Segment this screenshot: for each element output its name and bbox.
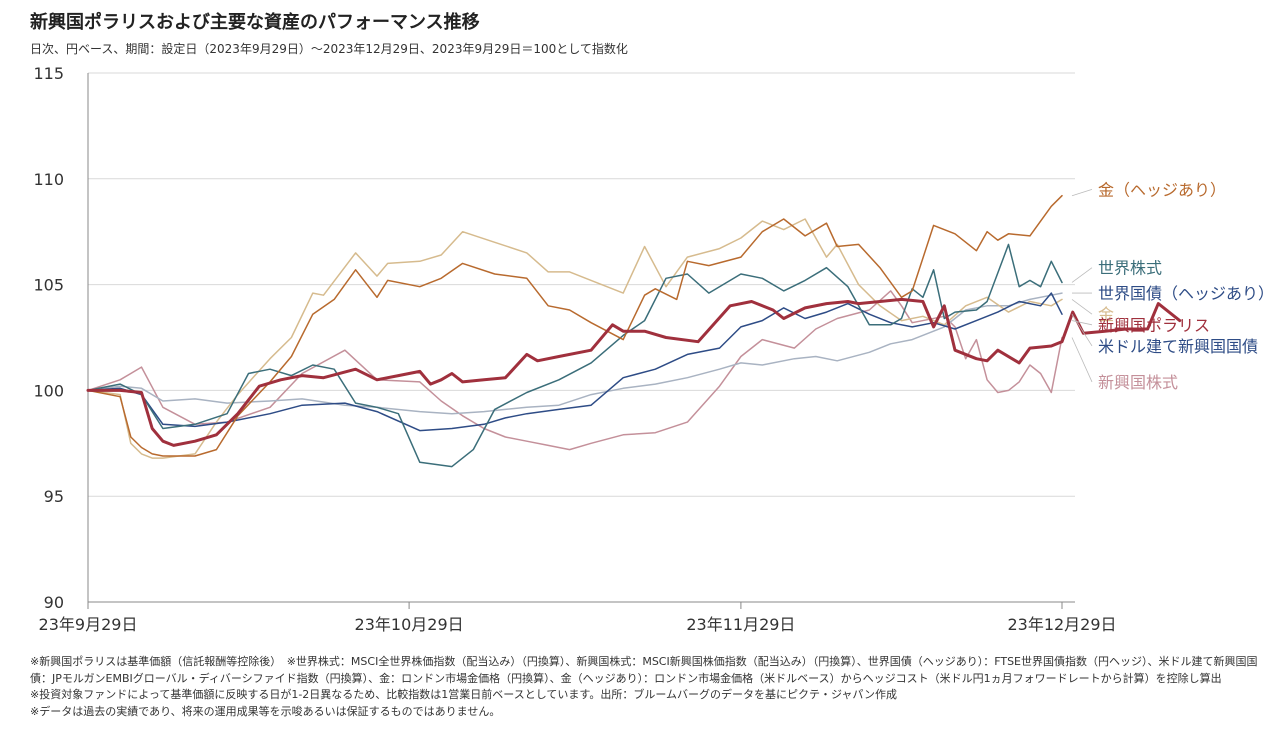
footnote-1: ※新興国ポラリスは基準価額（信託報酬等控除後） ※世界株式：MSCI全世界株価指…: [30, 655, 1258, 685]
grid-lines: [88, 72, 1075, 497]
y-tick-label-95: 95: [44, 487, 64, 506]
line-chart: 90 95 100 105 110 115 23年9月29日 23年10月29日 23年11月…: [33, 64, 1274, 634]
leader-line-3: [1071, 299, 1093, 315]
series-label-1: 世界株式: [1098, 259, 1162, 278]
series-label-6: 新興国株式: [1098, 373, 1178, 392]
leader-line-4: [1071, 320, 1093, 326]
footnote-2: ※投資対象ファンドによって基準価額に反映する日が1-2日異なるため、比較指数は1…: [30, 688, 897, 701]
x-tick-label-0: 23年9月29日: [39, 615, 138, 634]
series-label-3: 金: [1098, 305, 1114, 324]
series-label-5: 米ドル建て新興国国債: [1098, 337, 1258, 356]
series-line-4: [87, 243, 1063, 468]
series-label-4: 新興国ポラリス: [1098, 316, 1210, 335]
x-tick-label-3: 23年12月29日: [1007, 615, 1116, 634]
y-tick-label-105: 105: [33, 276, 64, 295]
chart-subtitle: 日次、円ベース、期間：設定日（2023年9月29日）～2023年12月29日、2…: [30, 42, 628, 56]
footnotes: ※新興国ポラリスは基準価額（信託報酬等控除後） ※世界株式：MSCI全世界株価指…: [30, 654, 1275, 720]
series-label-2: 世界国債（ヘッジあり）: [1098, 284, 1274, 303]
label-leader-lines: [1071, 188, 1093, 383]
y-tick-label-100: 100: [33, 381, 64, 400]
series-line-6: [86, 297, 1182, 447]
series-line-3: [87, 292, 1063, 432]
leader-line-0: [1071, 188, 1093, 197]
y-axis: 90 95 100 105 110 115: [33, 64, 89, 612]
footnote-3: ※データは過去の実績であり、将来の運用成果等を示唆あるいは保証するものではありま…: [30, 704, 501, 718]
leader-line-1: [1071, 267, 1093, 283]
leader-line-5: [1071, 314, 1093, 347]
series-line-2: [87, 218, 1063, 459]
series-line-0: [87, 290, 1063, 451]
chart-title: 新興国ポラリスおよび主要な資産のパフォーマンス推移: [30, 12, 480, 33]
leader-line-6: [1071, 337, 1093, 383]
y-tick-label-110: 110: [33, 170, 64, 189]
x-tick-label-1: 23年10月29日: [355, 615, 464, 634]
x-axis: 23年9月29日 23年10月29日 23年11月29日 23年12月29日: [39, 601, 1117, 634]
series-label-0: 金（ヘッジあり）: [1098, 180, 1226, 199]
series-lines: [86, 194, 1182, 468]
y-tick-label-90: 90: [44, 593, 64, 612]
y-tick-label-115: 115: [33, 64, 64, 83]
x-tick-label-2: 23年11月29日: [686, 615, 795, 634]
